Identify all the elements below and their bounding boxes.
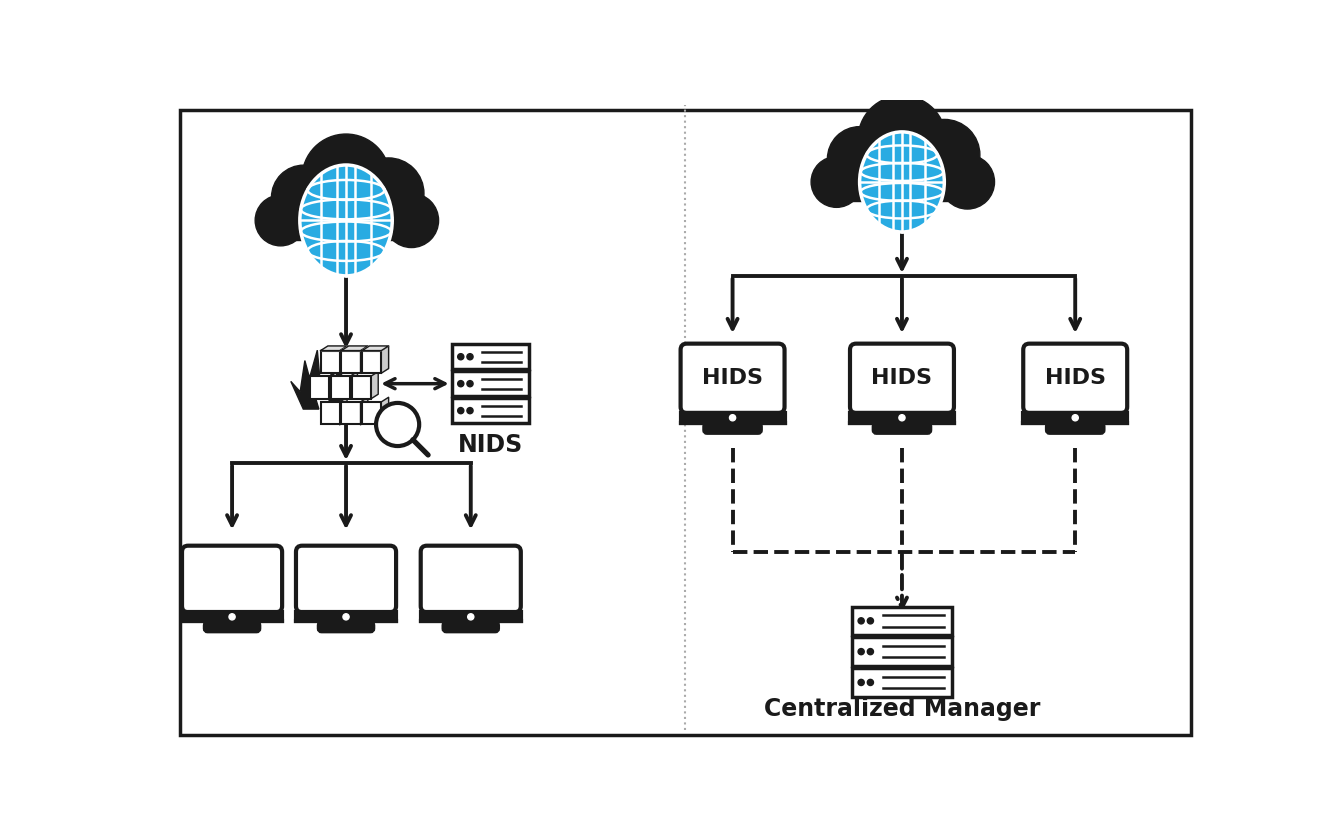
Polygon shape <box>291 350 321 409</box>
Circle shape <box>940 155 995 209</box>
Bar <box>825 178 979 201</box>
Circle shape <box>909 120 980 191</box>
Circle shape <box>812 156 862 207</box>
Circle shape <box>376 403 420 446</box>
Bar <box>352 376 370 399</box>
Bar <box>681 413 785 422</box>
Polygon shape <box>340 397 348 425</box>
Bar <box>362 402 381 425</box>
Text: Centralized Manager: Centralized Manager <box>763 697 1040 721</box>
Polygon shape <box>721 422 743 424</box>
FancyBboxPatch shape <box>1023 344 1127 413</box>
Text: NIDS: NIDS <box>457 433 523 457</box>
Bar <box>850 413 953 422</box>
Bar <box>341 402 361 425</box>
Circle shape <box>868 618 873 624</box>
Circle shape <box>271 166 336 230</box>
Polygon shape <box>890 422 913 424</box>
Bar <box>852 637 952 666</box>
Polygon shape <box>340 346 348 373</box>
Circle shape <box>868 680 873 686</box>
Circle shape <box>255 195 306 246</box>
Polygon shape <box>322 359 342 405</box>
Text: HIDS: HIDS <box>702 369 763 388</box>
Bar <box>341 350 361 373</box>
Circle shape <box>344 614 349 620</box>
Text: HIDS: HIDS <box>1044 369 1106 388</box>
Bar <box>332 376 350 399</box>
Bar <box>852 607 952 635</box>
Polygon shape <box>1064 422 1087 424</box>
Circle shape <box>302 134 390 222</box>
Circle shape <box>468 614 473 620</box>
Circle shape <box>457 354 464 359</box>
Polygon shape <box>329 372 337 399</box>
Circle shape <box>858 680 864 686</box>
Polygon shape <box>381 346 389 373</box>
FancyBboxPatch shape <box>318 622 373 632</box>
Bar <box>269 217 422 240</box>
Polygon shape <box>341 346 368 350</box>
Circle shape <box>467 380 473 387</box>
FancyBboxPatch shape <box>295 546 396 612</box>
Circle shape <box>868 649 873 655</box>
Bar <box>852 668 952 696</box>
Circle shape <box>457 408 464 414</box>
Bar <box>310 376 329 399</box>
Circle shape <box>730 415 735 421</box>
Polygon shape <box>361 397 368 425</box>
FancyBboxPatch shape <box>681 344 785 413</box>
Polygon shape <box>221 621 243 622</box>
Bar <box>1023 413 1127 422</box>
Circle shape <box>898 415 905 421</box>
Circle shape <box>858 618 864 624</box>
FancyBboxPatch shape <box>421 546 521 612</box>
Circle shape <box>384 193 439 247</box>
Bar <box>421 612 521 621</box>
Bar <box>362 350 381 373</box>
FancyBboxPatch shape <box>873 424 931 433</box>
Polygon shape <box>460 621 481 622</box>
Polygon shape <box>370 372 378 399</box>
Circle shape <box>457 380 464 387</box>
FancyBboxPatch shape <box>1047 424 1104 433</box>
Bar <box>295 612 396 621</box>
Ellipse shape <box>299 165 392 276</box>
Bar <box>182 612 282 621</box>
FancyBboxPatch shape <box>850 344 953 413</box>
Bar <box>321 350 340 373</box>
Polygon shape <box>350 372 357 399</box>
FancyBboxPatch shape <box>444 622 499 632</box>
Circle shape <box>467 408 473 414</box>
Circle shape <box>828 127 892 191</box>
Polygon shape <box>381 397 389 425</box>
Circle shape <box>1072 415 1079 421</box>
Polygon shape <box>321 346 348 350</box>
FancyBboxPatch shape <box>182 546 282 612</box>
Polygon shape <box>336 621 357 622</box>
Circle shape <box>229 614 235 620</box>
Circle shape <box>858 95 947 184</box>
FancyBboxPatch shape <box>205 622 259 632</box>
Bar <box>452 398 528 423</box>
Bar <box>321 402 340 425</box>
FancyBboxPatch shape <box>705 424 761 433</box>
Circle shape <box>353 158 424 229</box>
Circle shape <box>467 354 473 359</box>
Bar <box>452 344 528 369</box>
Circle shape <box>858 649 864 655</box>
Polygon shape <box>362 346 389 350</box>
Ellipse shape <box>860 132 944 232</box>
Polygon shape <box>361 346 368 373</box>
Text: HIDS: HIDS <box>872 369 932 388</box>
Bar <box>452 371 528 396</box>
